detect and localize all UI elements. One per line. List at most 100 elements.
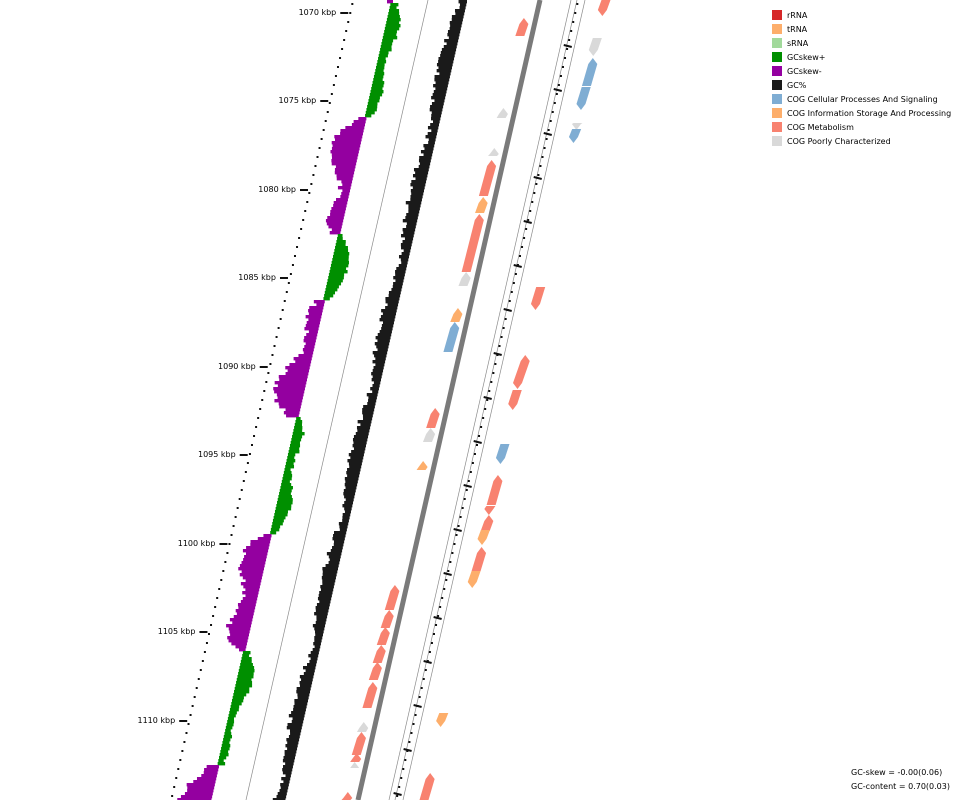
gcskew-negative-bar: [298, 354, 313, 358]
gene-metabolism: [478, 160, 497, 196]
outer-dot: [312, 174, 315, 176]
gc-content-bar: [320, 585, 334, 589]
gc-content-bar: [385, 306, 398, 310]
gc-content-bar: [395, 270, 406, 274]
scale-dot: [576, 3, 579, 5]
gcskew-positive-bar: [374, 72, 385, 76]
gc-content-bar: [395, 279, 404, 283]
gc-content-bar: [387, 303, 399, 307]
gene-poorly-characterized: [571, 123, 583, 130]
outer-dot: [226, 552, 229, 554]
gc-content-bar: [296, 687, 311, 691]
gc-content-bar: [272, 798, 286, 800]
gc-content-bar: [402, 240, 413, 244]
scale-dot: [553, 102, 556, 104]
gc-content-bar: [370, 387, 379, 391]
gc-content-bar: [282, 768, 293, 772]
scale-dot: [504, 318, 507, 320]
gcskew-positive-bar: [331, 261, 349, 265]
gc-content-bar: [344, 510, 351, 514]
outer-dot: [263, 390, 266, 392]
outer-dot: [177, 768, 180, 770]
gcskew-negative-bar: [245, 594, 258, 598]
gene-metabolism: [486, 475, 503, 505]
gcskew-positive-bar: [290, 441, 300, 445]
gcskew-positive-bar: [377, 60, 387, 64]
scale-dot: [494, 363, 497, 365]
gc-content-bar: [411, 180, 427, 184]
gcskew-positive-bar: [288, 450, 300, 454]
gcskew-negative-bar: [239, 648, 246, 652]
gcskew-positive-bar: [378, 57, 386, 61]
gcskew-negative-bar: [333, 201, 348, 205]
gcskew-positive-bar: [327, 279, 343, 283]
outer-dot: [324, 120, 327, 122]
gc-content-bar: [382, 312, 397, 316]
gcskew-negative-bar: [193, 780, 216, 784]
gcskew-negative-bar: [235, 609, 255, 613]
gc-content-bar: [290, 732, 301, 736]
gc-content-bar: [401, 261, 408, 265]
gcskew-negative-bar: [229, 630, 250, 634]
outer-dot: [214, 606, 217, 608]
gc-content-bar: [345, 486, 357, 490]
gcskew-positive-bar: [270, 531, 277, 535]
gc-content-bar: [279, 789, 288, 793]
gene-metabolism: [419, 773, 435, 800]
gcskew-positive-bar: [279, 489, 292, 493]
gcskew-negative-bar: [274, 381, 307, 385]
gc-content-bar: [374, 342, 390, 346]
gc-content-bar: [443, 45, 457, 49]
gcskew-positive-bar: [370, 90, 384, 94]
gcskew-negative-bar: [277, 396, 303, 400]
gcskew-negative-bar: [327, 216, 344, 220]
gc-content-bar: [430, 123, 440, 127]
gcskew-negative-bar: [341, 180, 353, 184]
gc-content-bar: [423, 153, 433, 157]
outer-dot: [195, 687, 198, 689]
gene-information: [467, 571, 481, 588]
gc-content-bar: [362, 408, 375, 412]
gc-content-bar: [431, 117, 441, 121]
outer-dot: [332, 84, 335, 86]
gc-content-bar: [328, 555, 341, 559]
gcskew-negative-bar: [334, 171, 355, 175]
gene-poorly-characterized: [588, 38, 602, 56]
gene-metabolism: [380, 610, 394, 628]
gcskew-positive-bar: [234, 690, 250, 694]
gene-metabolism: [530, 287, 546, 310]
gcskew-positive-bar: [324, 294, 334, 298]
gc-content-bar: [317, 597, 332, 601]
outer-dot: [308, 192, 311, 194]
gc-content-bar: [451, 15, 464, 19]
legend-label-trna: tRNA: [787, 24, 808, 34]
gc-content-bar: [362, 411, 374, 415]
gc-content-bar: [427, 132, 437, 136]
scale-dot: [572, 21, 575, 23]
gcskew-positive-bar: [386, 21, 400, 25]
gc-content-bar: [310, 651, 319, 655]
gc-content-bar: [315, 621, 326, 625]
gcskew-positive-bar: [332, 258, 349, 262]
gcskew-negative-bar: [305, 315, 322, 319]
scale-dot: [537, 174, 540, 176]
gcskew-negative-bar: [236, 612, 254, 616]
gc-content-bar: [294, 702, 308, 706]
gcskew-negative-bar: [230, 633, 249, 637]
gc-content-bar: [287, 723, 303, 727]
gc-content-bar: [316, 603, 330, 607]
gcskew-negative-bar: [330, 213, 345, 217]
gcskew-positive-bar: [227, 720, 235, 724]
scale-dot: [500, 336, 503, 338]
gcskew-negative-bar: [232, 621, 252, 625]
gcskew-positive-bar: [221, 744, 231, 748]
gcskew-positive-bar: [379, 51, 389, 55]
gcskew-negative-bar: [286, 414, 299, 418]
gc-content-bar: [402, 228, 416, 232]
outer-dot: [205, 642, 208, 644]
gc-content-bar: [332, 546, 343, 550]
gc-content-bar: [423, 144, 435, 148]
gcskew-positive-bar: [373, 78, 383, 82]
gc-content-bar: [446, 42, 458, 46]
gc-content-bar: [447, 33, 460, 37]
